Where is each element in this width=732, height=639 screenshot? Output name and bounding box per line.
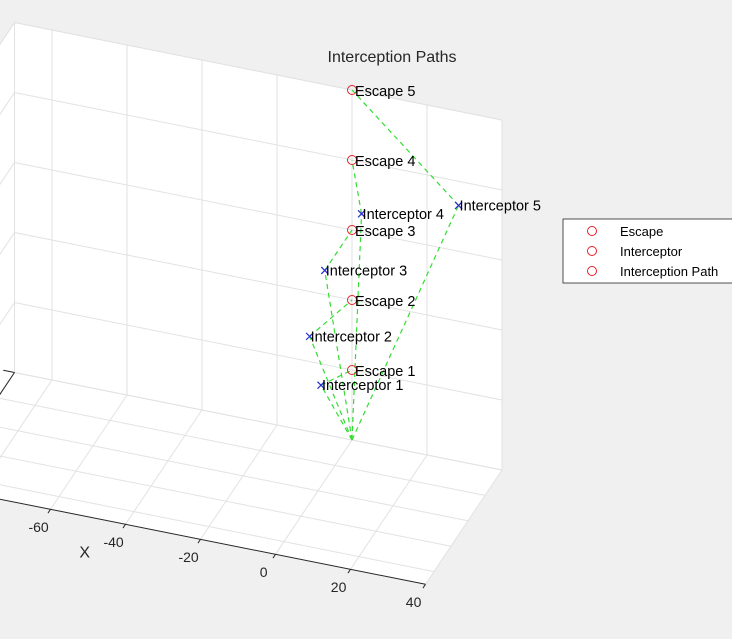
y-axis-line xyxy=(0,372,15,396)
grid-line-z-back xyxy=(14,232,503,331)
grid-line-x-floor xyxy=(0,379,53,459)
y-tick xyxy=(3,369,15,373)
interceptor-point-label: Interceptor 5 xyxy=(460,198,541,214)
interception-path-segment xyxy=(351,205,460,441)
legend-marker xyxy=(587,266,597,276)
interceptor-point-marker xyxy=(454,201,463,210)
x-tick xyxy=(347,569,351,574)
grid-line-z-left xyxy=(0,92,15,116)
grid-line-x-floor xyxy=(350,454,428,570)
grid-line-z-back xyxy=(14,92,503,191)
interceptor-point-label: Interceptor 3 xyxy=(326,263,407,279)
x-tick xyxy=(422,584,426,589)
legend-entry-label: Escape xyxy=(620,224,663,239)
interceptor-point-label: Interceptor 1 xyxy=(322,378,403,394)
interception-path-segment xyxy=(351,89,459,206)
grid-line-z-left xyxy=(0,232,15,256)
grid-line-x-floor xyxy=(200,424,278,540)
legend-entry-label: Interceptor xyxy=(620,244,683,259)
x-tick-label: -40 xyxy=(103,534,123,550)
interceptor-point-marker xyxy=(305,332,314,341)
box-edge-top-back xyxy=(14,22,503,121)
interception-path-segment xyxy=(320,369,353,386)
chart-title: Interception Paths xyxy=(328,49,457,66)
x-axis-line xyxy=(0,498,426,585)
interception-path-segment xyxy=(324,270,353,441)
grid-line-z-left xyxy=(0,162,15,186)
escape-point-label: Escape 1 xyxy=(355,364,415,380)
escape-point-label: Escape 4 xyxy=(355,154,415,170)
interception-path-segment xyxy=(324,229,353,271)
grid-line-y-floor xyxy=(0,455,452,547)
grid-line-z-back xyxy=(14,162,503,261)
grid-line-y-floor xyxy=(0,484,435,573)
x-tick xyxy=(272,554,276,559)
interception-path-segment xyxy=(309,299,353,337)
legend-marker xyxy=(587,246,597,256)
interceptor-point-label: Interceptor 2 xyxy=(311,329,392,345)
escape-point-marker xyxy=(347,295,357,305)
interceptor-point-label: Interceptor 4 xyxy=(363,207,444,223)
x-tick-label: 40 xyxy=(406,594,422,610)
grid-line-x-floor xyxy=(275,439,353,555)
back-wall-pane xyxy=(14,22,502,470)
x-tick-label: -60 xyxy=(28,519,48,535)
grid-line-y-floor xyxy=(0,397,486,496)
interception-path-segment xyxy=(351,159,363,214)
escape-point-marker xyxy=(347,365,357,375)
grid-line-y-floor xyxy=(0,426,469,522)
escape-point-label: Escape 3 xyxy=(355,224,415,240)
escape-point-marker xyxy=(347,225,357,235)
interceptor-point-marker xyxy=(317,381,325,390)
grid-line-z-back xyxy=(14,302,503,401)
escape-point-marker xyxy=(347,155,357,165)
escape-point-label: Escape 2 xyxy=(355,294,415,310)
x-tick xyxy=(122,524,126,529)
interception-path-segment xyxy=(309,336,353,441)
legend-marker xyxy=(587,226,597,236)
grid-line-x-floor xyxy=(425,469,503,585)
grid-line-x-floor xyxy=(125,409,203,525)
x-axis-label: X xyxy=(79,545,90,562)
grid-line-z-back xyxy=(14,372,503,471)
interceptor-point-marker xyxy=(320,266,329,275)
x-tick-label: 0 xyxy=(260,564,268,580)
interceptor-point-marker xyxy=(357,209,366,218)
grid-line-x-floor xyxy=(50,394,128,510)
x-tick-label: -20 xyxy=(178,549,198,565)
x-tick xyxy=(47,509,51,514)
escape-point-marker xyxy=(347,85,357,95)
interception-path-segment xyxy=(320,384,353,441)
x-tick xyxy=(197,539,201,544)
escape-point-label: Escape 5 xyxy=(355,84,415,100)
interception-path-segment xyxy=(351,213,363,441)
grid-line-z-left xyxy=(0,302,15,326)
box-edge-top-left xyxy=(0,22,15,46)
legend-box xyxy=(562,218,732,284)
x-tick-label: 20 xyxy=(331,579,347,595)
left-wall-pane xyxy=(0,22,15,395)
legend-entry-label: Interception Path xyxy=(620,264,718,279)
